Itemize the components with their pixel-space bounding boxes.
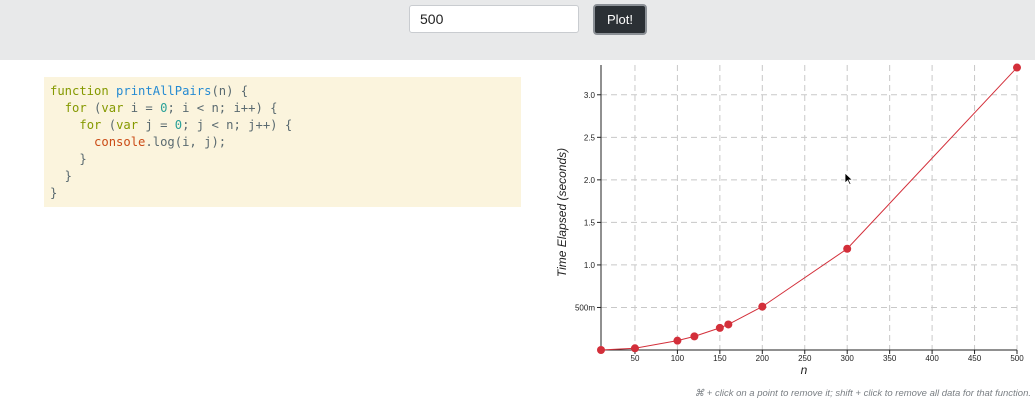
x-tick-label: 300 — [841, 354, 855, 363]
code-token — [50, 135, 94, 149]
code-token: ; i < n; i++) { — [167, 101, 278, 115]
code-token: i = — [123, 101, 161, 115]
code-token: 0 — [160, 101, 168, 115]
code-line: } — [50, 151, 521, 168]
x-tick-label: 100 — [671, 354, 685, 363]
code-line: for (var j = 0; j < n; j++) { — [50, 117, 521, 134]
y-tick-label: 500m — [575, 303, 595, 312]
data-point — [843, 244, 852, 253]
code-token: 0 — [174, 118, 183, 132]
code-token: console — [94, 135, 146, 149]
x-tick-label: 500 — [1010, 354, 1024, 363]
y-tick-label: 2.0 — [584, 176, 596, 185]
x-tick-label: 150 — [713, 354, 727, 363]
toolbar: Plot! — [0, 0, 1035, 60]
data-point — [673, 336, 682, 345]
code-token: (n) { — [211, 84, 249, 98]
code-token: } — [50, 152, 87, 166]
code-line: for (var i = 0; i < n; i++) { — [50, 100, 521, 117]
code-line: function printAllPairs(n) { — [50, 83, 521, 100]
code-block: function printAllPairs(n) { for (var i =… — [44, 77, 521, 207]
y-axis-label: Time Elapsed (seconds) — [555, 148, 569, 277]
code-token: .log(i, j); — [145, 135, 227, 149]
data-point — [758, 302, 767, 311]
code-line: } — [50, 185, 521, 202]
data-point — [690, 332, 699, 341]
data-point — [715, 323, 724, 332]
data-point — [630, 344, 639, 353]
code-token — [50, 118, 79, 132]
code-line: console.log(i, j); — [50, 134, 521, 151]
code-token: var — [116, 118, 139, 132]
code-token: for — [64, 101, 87, 115]
y-tick-label: 1.5 — [584, 218, 596, 227]
x-tick-label: 350 — [883, 354, 897, 363]
x-tick-label: 250 — [798, 354, 812, 363]
plot-button[interactable]: Plot! — [593, 4, 647, 35]
code-line: } — [50, 168, 521, 185]
x-axis-label: n — [801, 363, 808, 377]
code-token: j = — [138, 118, 175, 132]
code-token: var — [101, 101, 124, 115]
code-token: for — [79, 118, 102, 132]
y-tick-label: 2.5 — [584, 133, 596, 142]
n-input[interactable] — [409, 5, 579, 33]
y-tick-label: 3.0 — [584, 91, 596, 100]
x-tick-label: 450 — [968, 354, 982, 363]
x-tick-label: 50 — [631, 354, 640, 363]
code-token: } — [50, 186, 58, 200]
timing-chart: 50 100 150 200 250 300 350 400 450 500 500m 1.0 1.5 2… — [555, 63, 1024, 377]
code-token: ; j < n; j++) { — [182, 118, 293, 132]
code-token — [50, 101, 65, 115]
x-tick-label: 400 — [925, 354, 939, 363]
data-point — [597, 346, 605, 354]
data-point — [1013, 63, 1021, 72]
y-tick-label: 1.0 — [584, 261, 596, 270]
chart-footnote: ⌘ + click on a point to remove it; shift… — [694, 388, 1031, 399]
x-tick-label: 200 — [756, 354, 770, 363]
code-token: } — [50, 169, 73, 183]
code-text: function printAllPairs(n) { for (var i =… — [50, 83, 521, 202]
code-token: printAllPairs — [116, 84, 212, 98]
data-point — [724, 320, 733, 329]
code-token: function — [50, 84, 117, 98]
code-token: ( — [101, 118, 117, 132]
mouse-cursor-icon — [844, 172, 854, 186]
code-token: ( — [86, 101, 102, 115]
